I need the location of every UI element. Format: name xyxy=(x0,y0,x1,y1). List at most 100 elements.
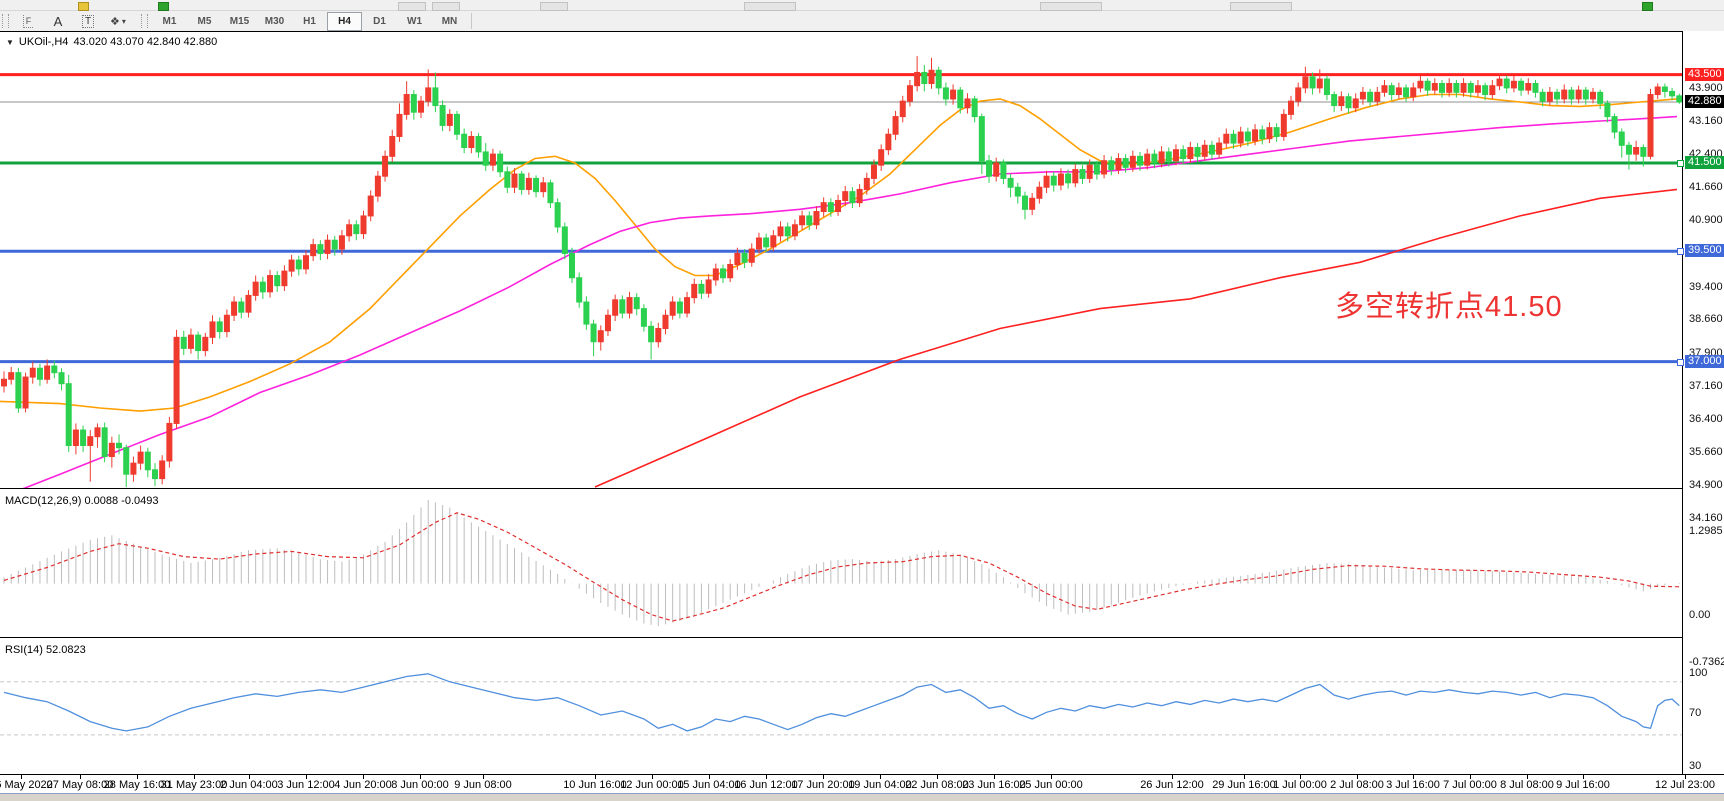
time-tick xyxy=(80,775,81,779)
time-label: 2 Jul 08:00 xyxy=(1330,779,1384,791)
ma-mid-line xyxy=(14,115,1678,493)
time-tick xyxy=(595,775,596,779)
candlestick-chart[interactable] xyxy=(0,31,1683,493)
symbol-ohlc: 43.020 43.070 42.840 42.880 xyxy=(73,36,218,48)
time-label: 8 Jul 08:00 xyxy=(1500,779,1554,791)
timeframe-button-group: M1 M5 M15 M30 H1 H4 D1 W1 MN xyxy=(152,11,467,31)
macd-chart[interactable] xyxy=(0,492,1682,637)
time-label: 15 Jun 04:00 xyxy=(677,779,741,791)
text-tool-icon: A xyxy=(53,13,63,29)
price-badge-42.880: 42.880 xyxy=(1685,95,1724,109)
status-strip xyxy=(0,793,1724,801)
ma-slow-line xyxy=(594,188,1678,488)
line-anchor-marker[interactable] xyxy=(1677,358,1684,366)
timeframe-button-m5[interactable]: M5 xyxy=(197,15,212,27)
time-label: 26 May 2020 xyxy=(0,779,53,791)
time-label: 31 May 23:00 xyxy=(160,779,228,791)
time-label: 10 Jun 16:00 xyxy=(563,779,627,791)
time-label: 23 Jun 16:00 xyxy=(962,779,1026,791)
toolbar-grip[interactable] xyxy=(141,14,148,28)
timeframe-button-h1[interactable]: H1 xyxy=(303,15,316,27)
price-tick: 39.400 xyxy=(1689,280,1723,293)
price-tick: 43.160 xyxy=(1689,114,1723,127)
timeframe-button-m15[interactable]: M15 xyxy=(229,15,250,27)
toolbar-fragment xyxy=(158,2,169,11)
time-tick xyxy=(880,775,881,779)
price-tick: 38.660 xyxy=(1689,313,1723,326)
macd-histogram xyxy=(3,499,1680,627)
timeframe-button-d1[interactable]: D1 xyxy=(373,15,386,27)
time-tick xyxy=(420,775,421,779)
time-tick xyxy=(937,775,938,779)
time-label: 3 Jul 16:00 xyxy=(1386,779,1440,791)
price-tick: 36.400 xyxy=(1689,413,1723,426)
time-label: 12 Jun 00:00 xyxy=(620,779,684,791)
time-tick xyxy=(483,775,484,779)
chart-annotation: 多空转折点41.50 xyxy=(1335,291,1563,323)
timeframe-button-m30[interactable]: M30 xyxy=(264,15,285,27)
time-label: 16 Jun 12:00 xyxy=(734,779,798,791)
macd-tick: 1.2985 xyxy=(1689,524,1723,537)
time-tick xyxy=(1413,775,1414,779)
price-badge-39.500: 39.500 xyxy=(1685,244,1724,258)
timeframe-button-mn[interactable]: MN xyxy=(441,15,458,27)
symbol-dropdown-icon[interactable]: ▼ xyxy=(6,37,14,47)
toolbar-fragment xyxy=(398,2,426,11)
time-tick xyxy=(137,775,138,779)
line-anchor-marker[interactable] xyxy=(1677,159,1684,167)
main-chart-panel xyxy=(0,31,1683,493)
price-tick: 34.900 xyxy=(1689,479,1723,492)
time-label: 17 Jun 20:00 xyxy=(791,779,855,791)
text-tool-button[interactable]: A xyxy=(44,12,72,30)
rsi-line xyxy=(3,673,1680,732)
time-label: 4 Jun 20:00 xyxy=(334,779,392,791)
toolbar-grip[interactable] xyxy=(2,14,9,28)
shapes-icon: ❖ xyxy=(110,15,120,28)
toolbar-fragment xyxy=(78,2,89,11)
line-anchor-marker[interactable] xyxy=(1677,248,1684,256)
price-tick: 43.900 xyxy=(1689,82,1723,94)
fibonacci-tool-button[interactable]: F xyxy=(14,12,42,30)
text-label-tool-button[interactable]: T xyxy=(74,12,102,30)
rsi-panel xyxy=(0,641,1682,774)
time-tick xyxy=(1051,775,1052,779)
time-tick xyxy=(194,775,195,779)
time-tick xyxy=(1357,775,1358,779)
time-label: 19 Jun 04:00 xyxy=(848,779,912,791)
time-label: 28 May 16:00 xyxy=(103,779,171,791)
timeframe-button-m1[interactable]: M1 xyxy=(162,15,177,27)
time-tick xyxy=(21,775,22,779)
macd-tick: -0.7362 xyxy=(1689,656,1724,668)
price-tick: 40.900 xyxy=(1689,214,1723,227)
time-label: 12 Jul 23:00 xyxy=(1655,779,1715,791)
candles xyxy=(1,56,1683,488)
timeframe-button-w1[interactable]: W1 xyxy=(407,15,422,27)
time-tick xyxy=(249,775,250,779)
time-label: 9 Jun 08:00 xyxy=(454,779,512,791)
rsi-label: RSI(14) 52.0823 xyxy=(5,644,86,656)
rsi-chart[interactable] xyxy=(0,641,1682,774)
macd-signal-line xyxy=(3,512,1680,622)
time-label: 2 Jun 04:00 xyxy=(220,779,278,791)
toolbar-fragment xyxy=(1040,2,1102,11)
time-label: 9 Jul 16:00 xyxy=(1556,779,1610,791)
toolbar-fragment xyxy=(432,2,460,11)
time-label: 1 Jul 00:00 xyxy=(1273,779,1327,791)
toolbar-separator xyxy=(471,13,472,29)
time-tick xyxy=(1300,775,1301,779)
rsi-tick: 70 xyxy=(1689,706,1702,719)
shapes-tool-button[interactable]: ❖ ▾ xyxy=(104,12,132,30)
price-axis[interactable]: 43.90043.16042.40041.66040.90040.16039.4… xyxy=(1677,31,1724,801)
rsi-tick: 30 xyxy=(1689,759,1702,772)
timeframe-button-h4[interactable]: H4 xyxy=(327,11,362,31)
symbol-name: UKOil-,H4 xyxy=(18,36,69,48)
time-label: 22 Jun 08:00 xyxy=(905,779,969,791)
symbol-title: ▼ UKOil-,H4 43.020 43.070 42.840 42.880 xyxy=(6,36,217,48)
time-label: 25 Jun 00:00 xyxy=(1019,779,1083,791)
time-tick xyxy=(994,775,995,779)
time-label: 29 Jun 16:00 xyxy=(1212,779,1276,791)
price-badge-37.000: 37.000 xyxy=(1685,354,1724,368)
time-tick xyxy=(306,775,307,779)
toolbar-fragment xyxy=(744,2,796,11)
